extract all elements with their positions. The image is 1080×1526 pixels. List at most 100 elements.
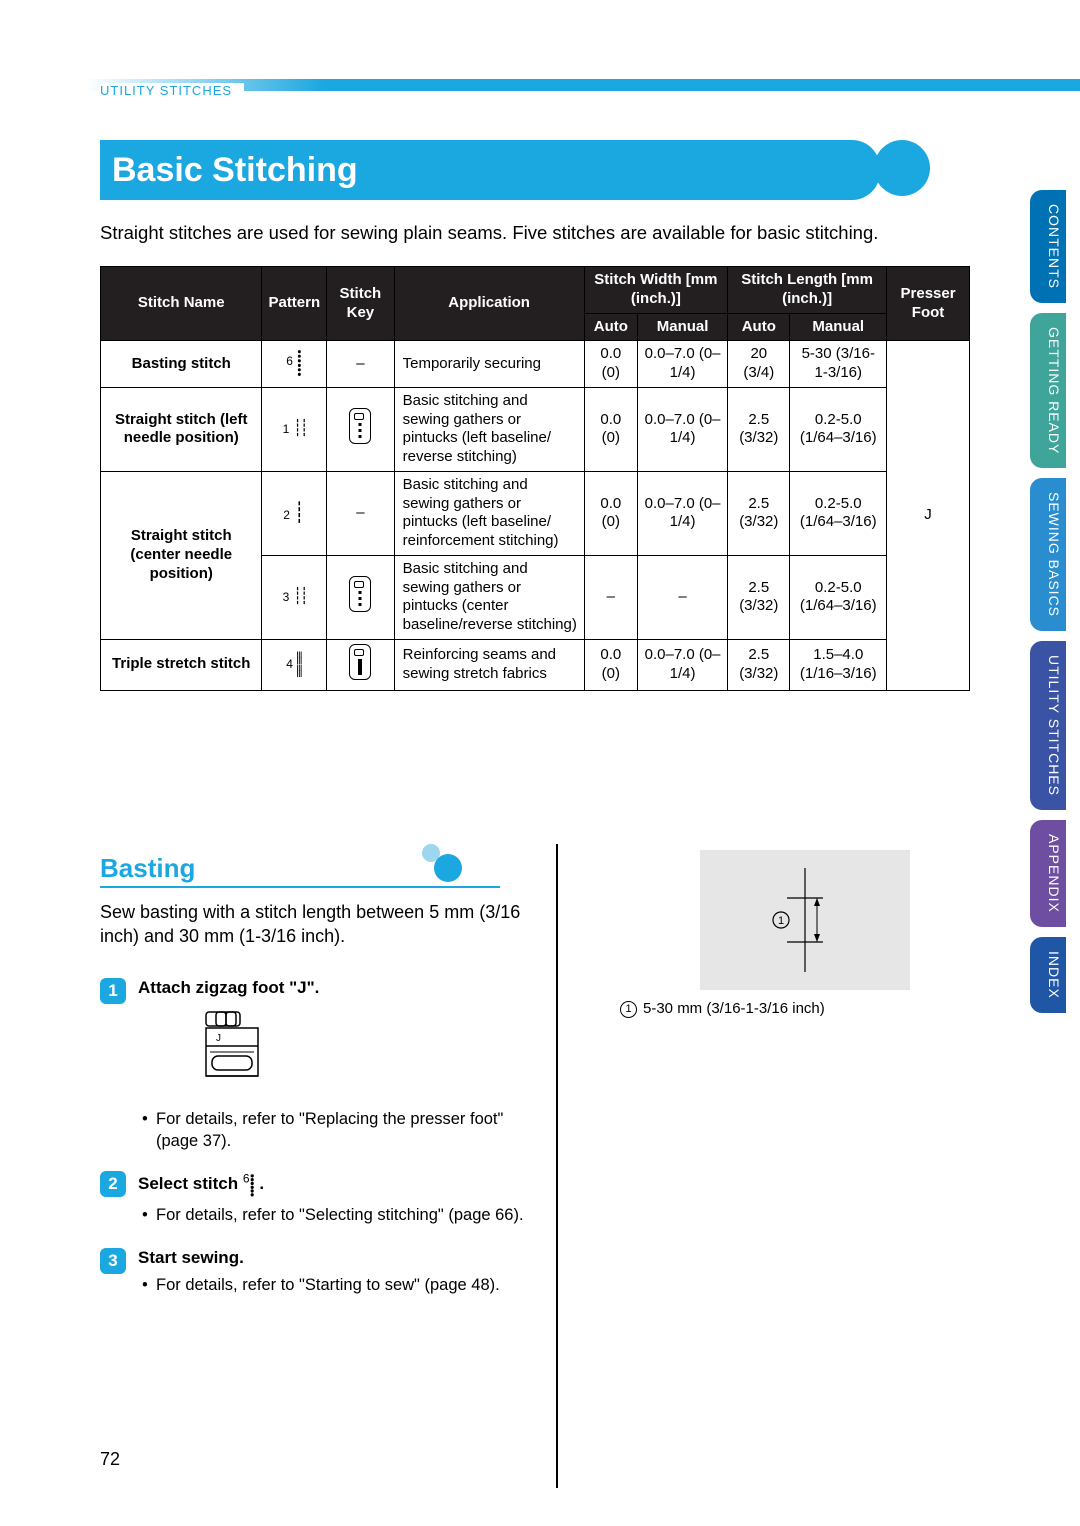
cell-key — [327, 639, 394, 690]
callout-number-icon: 1 — [620, 1001, 637, 1018]
cell-name: Triple stretch stitch — [101, 639, 262, 690]
cell-key — [327, 555, 394, 639]
step-item: 2 Select stitch 6⸽ . For details, refer … — [100, 1171, 540, 1226]
cell-lauto: 2.5 (3/32) — [728, 387, 790, 471]
step-title: Select stitch 6⸽ . — [138, 1171, 540, 1198]
intro-text: Straight stitches are used for sewing pl… — [100, 222, 878, 244]
pattern-number: 3 — [283, 590, 290, 604]
tab-index[interactable]: INDEX — [1030, 937, 1066, 1013]
stitch-length-diagram: 1 — [700, 850, 910, 990]
cell-application: Basic stitching and sewing gathers or pi… — [394, 555, 584, 639]
page-title: Basic Stitching — [112, 151, 358, 190]
cell-wmanual: 0.0–7.0 (0–1/4) — [638, 471, 728, 555]
cell-name: Basting stitch — [101, 341, 262, 388]
th-name: Stitch Name — [101, 267, 262, 341]
cell-lauto: 2.5 (3/32) — [728, 555, 790, 639]
tab-contents[interactable]: CONTENTS — [1030, 190, 1066, 303]
tab-utility-stitches[interactable]: UTILITY STITCHES — [1030, 641, 1066, 810]
step-detail: For details, refer to "Starting to sew" … — [156, 1274, 540, 1296]
diagram-caption-text: 5-30 mm (3/16-1-3/16 inch) — [643, 1000, 825, 1017]
cell-pattern: 3 ┊┊ — [262, 555, 327, 639]
cell-lmanual: 5-30 (3/16-1-3/16) — [790, 341, 887, 388]
pattern-number: 4 — [286, 657, 293, 671]
cell-wmanual: 0.0–7.0 (0–1/4) — [638, 387, 728, 471]
stitch-key-icon — [349, 408, 371, 444]
cell-lmanual: 0.2-5.0 (1/64–3/16) — [790, 387, 887, 471]
breadcrumb: UTILITY STITCHES — [100, 83, 244, 98]
cell-wmanual: 0.0–7.0 (0–1/4) — [638, 341, 728, 388]
cell-wauto: 0.0 (0) — [584, 341, 637, 388]
column-divider — [556, 844, 558, 1488]
th-length-auto: Auto — [728, 313, 790, 341]
stitch-table: Stitch Name Pattern Stitch Key Applicati… — [100, 266, 970, 691]
cell-pattern: 2 ┊ — [262, 471, 327, 555]
cell-wauto: 0.0 (0) — [584, 471, 637, 555]
tab-appendix[interactable]: APPENDIX — [1030, 820, 1066, 927]
cell-application: Temporarily securing — [394, 341, 584, 388]
pattern-number: 2 — [283, 508, 290, 522]
pattern-number: 6 — [286, 354, 293, 368]
step-number-badge: 3 — [100, 1248, 126, 1274]
cell-wauto: – — [584, 555, 637, 639]
step-item: 1 Attach zigzag foot "J". J For details,… — [100, 978, 540, 1153]
page-number: 72 — [100, 1449, 120, 1470]
cell-lmanual: 1.5–4.0 (1/16–3/16) — [790, 639, 887, 690]
step-title: Attach zigzag foot "J". — [138, 978, 540, 998]
th-length-manual: Manual — [790, 313, 887, 341]
cell-application: Reinforcing seams and sewing stretch fab… — [394, 639, 584, 690]
th-pattern: Pattern — [262, 267, 327, 341]
cell-wmanual: – — [638, 555, 728, 639]
step-title-text: Select stitch — [138, 1174, 243, 1193]
cell-lmanual: 0.2-5.0 (1/64–3/16) — [790, 471, 887, 555]
cell-lauto: 2.5 (3/32) — [728, 471, 790, 555]
presser-foot-icon: J — [200, 1008, 270, 1098]
cell-pattern: 1 ┊┊ — [262, 387, 327, 471]
th-foot: Presser Foot — [887, 267, 970, 341]
cell-wmanual: 0.0–7.0 (0–1/4) — [638, 639, 728, 690]
stitch-glyph-icon: ┊┊ — [293, 589, 306, 605]
svg-text:1: 1 — [778, 915, 784, 927]
side-nav-tabs: CONTENTS GETTING READY SEWING BASICS UTI… — [1030, 190, 1066, 1013]
tab-getting-ready[interactable]: GETTING READY — [1030, 313, 1066, 468]
table-row: Straight stitch (left needle position) 1… — [101, 387, 970, 471]
pattern-number: 1 — [283, 422, 290, 436]
table-row: Basting stitch 6 ⸽ – Temporarily securin… — [101, 341, 970, 388]
cell-wauto: 0.0 (0) — [584, 639, 637, 690]
cell-application: Basic stitching and sewing gathers or pi… — [394, 387, 584, 471]
th-width: Stitch Width [mm (inch.)] — [584, 267, 728, 314]
table-row: Straight stitch (center needle position)… — [101, 471, 970, 555]
th-key: Stitch Key — [327, 267, 394, 341]
stitch-glyph-icon: ┊┊ — [293, 421, 306, 437]
stitch-glyph-icon: ┊ — [293, 503, 305, 523]
tab-sewing-basics[interactable]: SEWING BASICS — [1030, 478, 1066, 631]
cell-lmanual: 0.2-5.0 (1/64–3/16) — [790, 555, 887, 639]
stitch-key-icon — [349, 644, 371, 680]
cell-pattern: 4 ⅢⅢⅢⅢ — [262, 639, 327, 690]
cell-key — [327, 387, 394, 471]
cell-key: – — [327, 341, 394, 388]
cell-application: Basic stitching and sewing gathers or pi… — [394, 471, 584, 555]
step-detail: For details, refer to "Selecting stitchi… — [156, 1204, 540, 1226]
decoration-dot-icon — [434, 854, 462, 882]
stitch-glyph-icon: ⅢⅢⅢⅢ — [296, 652, 302, 677]
cell-lauto: 20 (3/4) — [728, 341, 790, 388]
diagram-caption: 1 5-30 mm (3/16-1-3/16 inch) — [620, 1000, 825, 1019]
th-width-manual: Manual — [638, 313, 728, 341]
cell-foot: J — [887, 341, 970, 690]
step-detail: For details, refer to "Replacing the pre… — [156, 1108, 540, 1153]
cell-wauto: 0.0 (0) — [584, 387, 637, 471]
th-application: Application — [394, 267, 584, 341]
steps-list: 1 Attach zigzag foot "J". J For details,… — [100, 978, 540, 1310]
cell-lauto: 2.5 (3/32) — [728, 639, 790, 690]
step-title-sup: 6 — [243, 1171, 250, 1185]
cell-name: Straight stitch (left needle position) — [101, 387, 262, 471]
table-row: Triple stretch stitch 4 ⅢⅢⅢⅢ Reinforcing… — [101, 639, 970, 690]
subheading-body: Sew basting with a stitch length between… — [100, 900, 530, 949]
stitch-key-icon — [349, 576, 371, 612]
page-title-banner: Basic Stitching — [100, 140, 880, 200]
stitch-glyph-icon: ⸽ — [296, 352, 302, 376]
subheading: Basting — [100, 853, 195, 886]
th-width-auto: Auto — [584, 313, 637, 341]
subheading-wrap: Basting — [100, 848, 500, 888]
svg-text:J: J — [216, 1033, 221, 1044]
